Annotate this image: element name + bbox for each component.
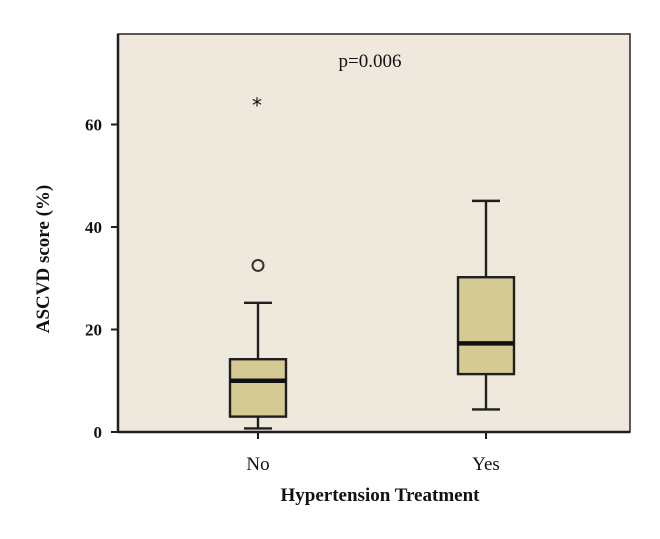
box-group-no: *	[228, 93, 288, 430]
y-axis-title: ASCVD score (%)	[33, 185, 54, 333]
y-tick-label: 60	[85, 116, 102, 135]
boxes: *	[228, 93, 516, 430]
axes: 0 20 40 60 No Yes	[85, 34, 630, 475]
plot-area	[117, 33, 631, 433]
outlier-point	[251, 258, 265, 272]
box-iqr	[456, 276, 516, 376]
y-tick-label: 20	[85, 321, 102, 340]
p-value-annotation: p=0.006	[339, 51, 402, 72]
box-iqr	[228, 358, 288, 418]
x-tick-label: No	[246, 454, 269, 475]
y-tick-label: 0	[94, 423, 103, 442]
extreme-outlier-point: *	[252, 93, 262, 117]
x-tick-label: Yes	[472, 454, 500, 475]
x-axis-title: Hypertension Treatment	[281, 485, 481, 506]
box-group-yes	[456, 199, 516, 411]
y-tick-label: 40	[85, 218, 102, 237]
